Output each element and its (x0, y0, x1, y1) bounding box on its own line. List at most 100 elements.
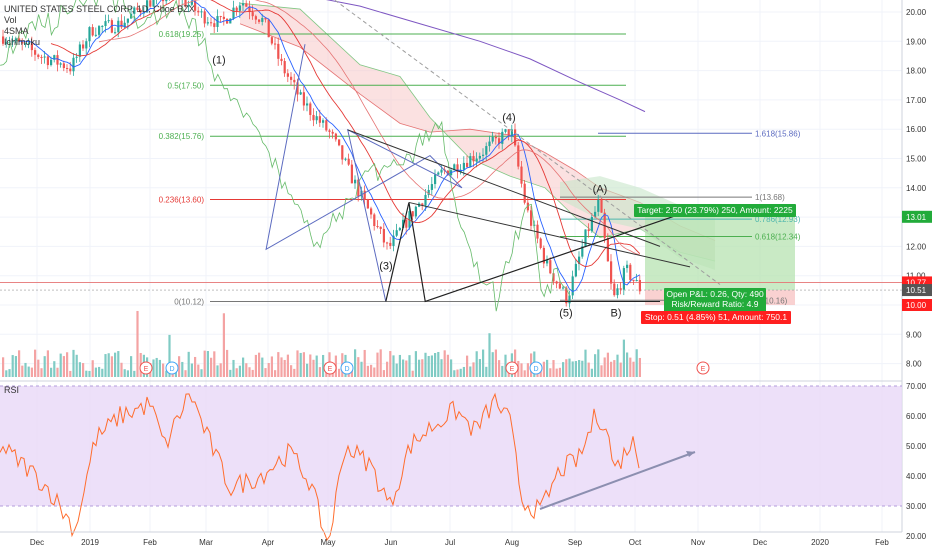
candle-body (206, 22, 209, 24)
volume-bar (408, 355, 411, 377)
volume-bar (405, 360, 408, 377)
candle-body (110, 20, 113, 33)
candle-body (315, 116, 318, 121)
rsi-axis-tick: 20.00 (906, 532, 927, 541)
event-marker-circle (323, 361, 337, 375)
price-axis-tick: 20.00 (906, 8, 927, 17)
wave-label: (A) (593, 183, 608, 195)
volume-bar (549, 368, 552, 377)
candle-body (219, 16, 222, 18)
candle-body (350, 164, 353, 184)
candle-body (2, 36, 5, 44)
rsi-axis-tick: 70.00 (906, 382, 927, 391)
volume-bar (216, 365, 219, 377)
time-axis-tick: Jul (445, 538, 455, 547)
candle-body (466, 162, 469, 167)
volume-bar (178, 356, 181, 377)
candle-body (453, 164, 456, 171)
candle-body (414, 206, 417, 217)
volume-bar (424, 352, 427, 377)
trade-stop-tag-bg (641, 311, 791, 324)
candle-body (306, 103, 309, 106)
volume-bar (488, 333, 491, 377)
candle-body (555, 281, 558, 284)
candle-body (498, 138, 501, 144)
event-marker-circle (529, 361, 543, 375)
volume-bar (155, 357, 158, 377)
volume-bar (594, 354, 597, 377)
price-axis-tick: 18.00 (906, 67, 927, 76)
long-term-ma (325, 0, 646, 113)
event-marker-label: E (510, 366, 515, 373)
price-tag-bg (902, 284, 932, 297)
candle-body (379, 226, 382, 229)
volume-bar (494, 349, 497, 377)
candle-body (53, 55, 56, 60)
volume-bar (587, 362, 590, 377)
event-marker-circle (340, 361, 354, 375)
fib-level-label: 0.618(19.25) (159, 30, 205, 39)
fib-level-label: 0.382(15.76) (159, 132, 205, 141)
candle-body (370, 208, 373, 215)
volume-bar (66, 352, 69, 377)
volume-bar (168, 334, 171, 377)
candle-body (626, 264, 629, 269)
candle-body (552, 273, 555, 282)
event-marker-label: E (701, 366, 706, 373)
volume-bar (354, 349, 357, 377)
candle-body (270, 37, 273, 44)
trade-target-tag-bg (634, 204, 796, 217)
volume-bar (194, 356, 197, 377)
volume-bar (69, 370, 72, 377)
time-axis-tick: Dec (753, 538, 767, 547)
volume-bar (88, 370, 91, 377)
volume-bar (264, 368, 267, 377)
candle-body (354, 179, 357, 184)
candle-body (478, 155, 481, 159)
trade-target-tag: Target: 2.50 (23.79%) 250, Amount: 2225 (634, 204, 796, 217)
volume-bar (318, 367, 321, 377)
fib-level-label: 0(10.12) (174, 297, 204, 306)
volume-bar (222, 313, 225, 377)
volume-bar (590, 368, 593, 377)
volume-bar (376, 352, 379, 377)
time-axis-tick: Feb (875, 538, 889, 547)
price-tag: 10.51 (906, 286, 927, 295)
candle-body (267, 19, 270, 38)
candle-body (290, 76, 293, 80)
candle-body (520, 166, 523, 184)
event-marker: E (505, 361, 519, 375)
volume-bar (245, 363, 248, 377)
candle-body (251, 12, 254, 17)
candle-body (187, 4, 190, 7)
volume-bar (427, 355, 430, 377)
wave-label: B) (611, 307, 622, 319)
candle-body (139, 9, 142, 13)
event-marker: E (323, 361, 337, 375)
volume-bar (82, 363, 85, 377)
candle-body (504, 129, 507, 132)
time-axis-tick: 2020 (811, 538, 829, 547)
volume-bar (421, 359, 424, 377)
candle-body (226, 18, 229, 24)
volume-bar (200, 369, 203, 377)
candle-body (533, 224, 536, 226)
event-marker: E (139, 361, 153, 375)
candle-body (616, 288, 619, 296)
volume-bar (248, 367, 251, 377)
price-tag-bg (902, 299, 932, 311)
candle-body (334, 133, 337, 140)
volume-bar (5, 370, 8, 377)
candle-body (523, 183, 526, 203)
volume-bar (94, 367, 97, 377)
volume-bar (638, 357, 641, 377)
price-axis-tick: 14.00 (906, 184, 927, 193)
candle-body (386, 242, 389, 244)
volume-bar (389, 351, 392, 377)
volume-bar (462, 366, 465, 377)
volume-bar (213, 351, 216, 377)
candle-body (507, 129, 510, 137)
trend-line-dashed (334, 0, 721, 285)
candle-body (427, 189, 430, 195)
candle-body (501, 131, 504, 144)
